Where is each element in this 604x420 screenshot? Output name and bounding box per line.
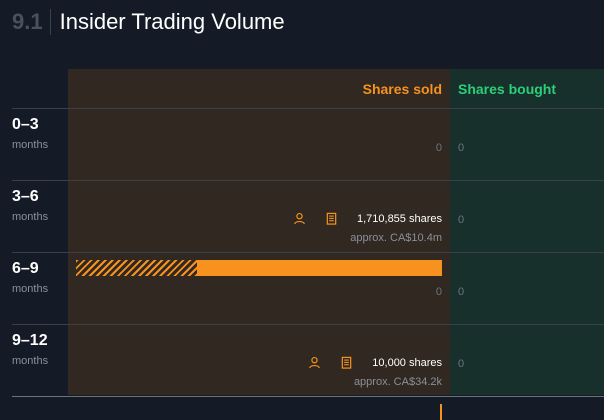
row-label-6-9: 6–9 months <box>12 260 48 295</box>
section-header: 9.1 Insider Trading Volume <box>12 8 285 36</box>
column-header-sold: Shares sold <box>362 81 442 97</box>
bought-zero-label: 0 <box>458 286 465 298</box>
sold-shares-count: 10,000 shares <box>372 356 442 369</box>
sold-approx-value: approx. CA$34.2k <box>353 376 442 388</box>
row-divider <box>12 180 604 181</box>
sold-zero-label: 0 <box>435 142 442 154</box>
row-unit: months <box>12 355 49 367</box>
sold-info-9-12: 10,000 shares <box>308 356 442 369</box>
person-icon <box>309 356 321 369</box>
sold-approx-value: approx. CA$10.4m <box>350 232 442 244</box>
header-divider <box>49 9 51 35</box>
row-divider <box>12 252 604 253</box>
sold-shares-count: 1,710,855 shares <box>356 212 442 225</box>
bought-zero-label: 0 <box>458 214 465 226</box>
column-header-bought: Shares bought <box>458 81 557 97</box>
sold-bar <box>196 260 442 276</box>
section-number: 9.1 <box>12 9 43 34</box>
sold-bar <box>439 404 442 420</box>
row-divider <box>12 324 604 325</box>
row-range: 6–9 <box>12 260 39 277</box>
bought-zero-label: 0 <box>458 358 465 370</box>
sold-info-3-6: 1,710,855 shares <box>293 212 442 225</box>
row-range: 9–12 <box>12 332 48 349</box>
page-title: Insider Trading Volume <box>59 9 285 34</box>
person-icon <box>294 212 305 225</box>
row-unit: months <box>12 211 49 223</box>
sold-zero-label: 0 <box>435 286 442 298</box>
building-icon <box>326 212 337 225</box>
sold-bar-striped-segment <box>76 260 197 276</box>
row-label-3-6: 3–6 months <box>12 188 48 223</box>
bought-zero-label: 0 <box>458 142 465 154</box>
building-icon <box>341 356 352 369</box>
bought-column-background <box>450 69 604 395</box>
row-unit: months <box>12 283 49 295</box>
row-unit: months <box>12 139 49 151</box>
row-range: 0–3 <box>12 116 39 133</box>
bottom-axis-line <box>12 396 604 397</box>
row-range: 3–6 <box>12 188 39 205</box>
sold-column-background <box>68 69 450 395</box>
row-label-0-3: 0–3 months <box>12 116 48 151</box>
row-label-9-12: 9–12 months <box>12 332 48 367</box>
row-divider <box>12 108 604 109</box>
